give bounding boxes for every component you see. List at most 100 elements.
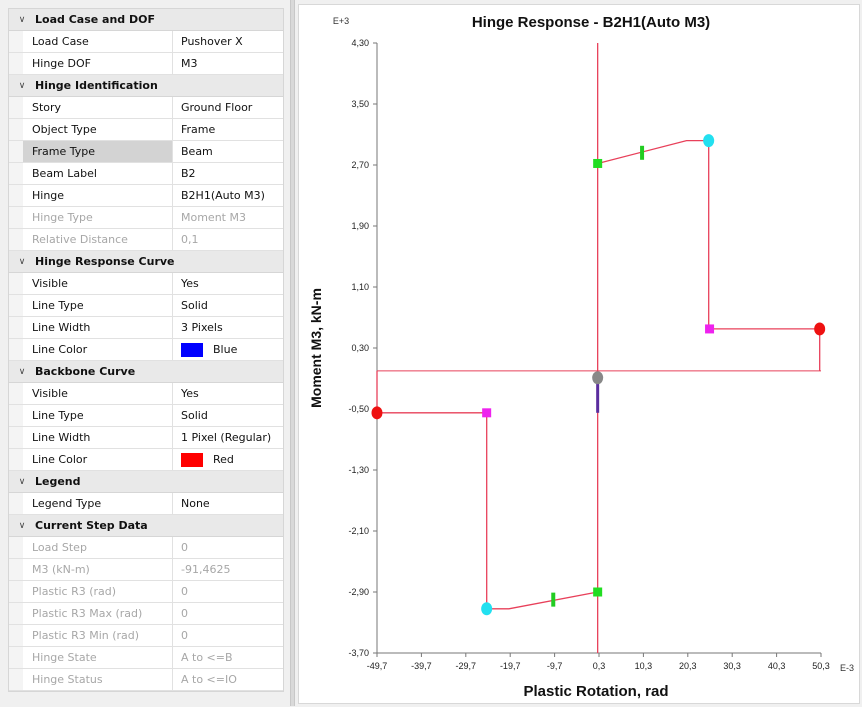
marker-dot xyxy=(371,406,383,420)
collapse-chevron-icon[interactable]: ∨ xyxy=(18,14,26,25)
x-tick-label: 10,3 xyxy=(635,661,653,671)
x-tick-label: -29,7 xyxy=(456,661,477,671)
x-tick-label: 30,3 xyxy=(723,661,741,671)
property-row-story[interactable]: Story Ground Floor xyxy=(9,97,283,119)
row-gutter xyxy=(9,427,23,448)
marker-dot xyxy=(814,322,826,336)
property-row-plastic-r3-max-rad: Plastic R3 Max (rad) 0 xyxy=(9,603,283,625)
y-tick-label: -2,10 xyxy=(348,526,369,536)
property-value-text: Ground Floor xyxy=(181,101,253,114)
property-value[interactable]: Ground Floor xyxy=(173,97,283,118)
property-value-text: Blue xyxy=(213,343,238,356)
property-row-hinge-dof[interactable]: Hinge DOF M3 xyxy=(9,53,283,75)
property-row-frame-type[interactable]: Frame Type Beam xyxy=(9,141,283,163)
collapse-chevron-icon[interactable]: ∨ xyxy=(18,366,26,377)
property-name: Line Color xyxy=(23,449,173,470)
property-row-line-type[interactable]: Line Type Solid xyxy=(9,405,283,427)
property-name: Line Width xyxy=(23,427,173,448)
category-title: Current Step Data xyxy=(35,519,148,532)
property-value-text: Moment M3 xyxy=(181,211,246,224)
category-backbone-curve[interactable]: ∨ Backbone Curve xyxy=(9,361,283,383)
property-row-hinge[interactable]: Hinge B2H1(Auto M3) xyxy=(9,185,283,207)
property-row-line-width[interactable]: Line Width 3 Pixels xyxy=(9,317,283,339)
property-value-text: A to <=IO xyxy=(181,673,237,686)
color-swatch[interactable] xyxy=(181,342,203,357)
property-value-text: None xyxy=(181,497,210,510)
category-load-case-and-dof[interactable]: ∨ Load Case and DOF xyxy=(9,9,283,31)
x-tick-label: 50,3 xyxy=(812,661,830,671)
property-name: Hinge Status xyxy=(23,669,173,690)
property-row-object-type[interactable]: Object Type Frame xyxy=(9,119,283,141)
property-row-visible[interactable]: Visible Yes xyxy=(9,273,283,295)
property-value-text: Frame xyxy=(181,123,216,136)
x-tick-label: 20,3 xyxy=(679,661,697,671)
property-row-line-type[interactable]: Line Type Solid xyxy=(9,295,283,317)
property-value[interactable]: B2 xyxy=(173,163,283,184)
property-value[interactable]: Solid xyxy=(173,405,283,426)
category-title: Hinge Response Curve xyxy=(35,255,175,268)
property-name: Line Width xyxy=(23,317,173,338)
category-current-step-data[interactable]: ∨ Current Step Data xyxy=(9,515,283,537)
property-name: Frame Type xyxy=(23,141,173,162)
property-row-visible[interactable]: Visible Yes xyxy=(9,383,283,405)
property-row-line-color[interactable]: Line Color Blue xyxy=(9,339,283,361)
row-gutter xyxy=(9,53,23,74)
y-tick-label: 0,30 xyxy=(351,343,369,353)
property-value[interactable]: Yes xyxy=(173,383,283,404)
x-tick-label: 0,3 xyxy=(593,661,606,671)
property-value[interactable]: M3 xyxy=(173,53,283,74)
property-name: Hinge xyxy=(23,185,173,206)
property-name: Relative Distance xyxy=(23,229,173,250)
x-axis-label: Plastic Rotation, rad xyxy=(523,683,668,700)
property-value[interactable]: Yes xyxy=(173,273,283,294)
property-value[interactable]: Red xyxy=(173,449,283,470)
property-name: Legend Type xyxy=(23,493,173,514)
property-row-load-case[interactable]: Load Case Pushover X xyxy=(9,31,283,53)
y-tick-label: 3,50 xyxy=(351,99,369,109)
property-value[interactable]: Beam xyxy=(173,141,283,162)
property-value[interactable]: Pushover X xyxy=(173,31,283,52)
marker-square xyxy=(482,408,492,418)
property-name: Hinge DOF xyxy=(23,53,173,74)
collapse-chevron-icon[interactable]: ∨ xyxy=(18,476,26,487)
property-row-m3-kn-m: M3 (kN-m) -91,4625 xyxy=(9,559,283,581)
collapse-chevron-icon[interactable]: ∨ xyxy=(18,256,26,267)
property-value: -91,4625 xyxy=(173,559,283,580)
property-name: M3 (kN-m) xyxy=(23,559,173,580)
row-gutter xyxy=(9,449,23,470)
row-gutter xyxy=(9,339,23,360)
property-grid[interactable]: ∨ Load Case and DOF Load Case Pushover X Hin… xyxy=(8,8,284,692)
category-legend[interactable]: ∨ Legend xyxy=(9,471,283,493)
category-hinge-response-curve[interactable]: ∨ Hinge Response Curve xyxy=(9,251,283,273)
property-value-text: 3 Pixels xyxy=(181,321,223,334)
property-value[interactable]: B2H1(Auto M3) xyxy=(173,185,283,206)
property-name: Hinge State xyxy=(23,647,173,668)
y-tick-label: 1,10 xyxy=(351,282,369,292)
property-value[interactable]: 3 Pixels xyxy=(173,317,283,338)
splitter[interactable] xyxy=(290,0,295,706)
collapse-chevron-icon[interactable]: ∨ xyxy=(18,80,26,91)
property-row-beam-label[interactable]: Beam Label B2 xyxy=(9,163,283,185)
category-title: Load Case and DOF xyxy=(35,13,155,26)
marker-dot xyxy=(592,371,604,385)
property-value[interactable]: Frame xyxy=(173,119,283,140)
property-row-plastic-r3-rad: Plastic R3 (rad) 0 xyxy=(9,581,283,603)
row-gutter xyxy=(9,295,23,316)
property-row-legend-type[interactable]: Legend Type None xyxy=(9,493,283,515)
collapse-chevron-icon[interactable]: ∨ xyxy=(18,520,26,531)
property-row-line-width[interactable]: Line Width 1 Pixel (Regular) xyxy=(9,427,283,449)
property-value: A to <=B xyxy=(173,647,283,668)
property-value[interactable]: None xyxy=(173,493,283,514)
property-row-line-color[interactable]: Line Color Red xyxy=(9,449,283,471)
row-gutter xyxy=(9,647,23,668)
property-value[interactable]: Solid xyxy=(173,295,283,316)
property-value[interactable]: Blue xyxy=(173,339,283,360)
property-value-text: Pushover X xyxy=(181,35,243,48)
color-swatch[interactable] xyxy=(181,452,203,467)
property-value: A to <=IO xyxy=(173,669,283,690)
property-value[interactable]: 1 Pixel (Regular) xyxy=(173,427,283,448)
row-gutter xyxy=(9,405,23,426)
category-hinge-identification[interactable]: ∨ Hinge Identification xyxy=(9,75,283,97)
marker-dash xyxy=(640,145,645,160)
